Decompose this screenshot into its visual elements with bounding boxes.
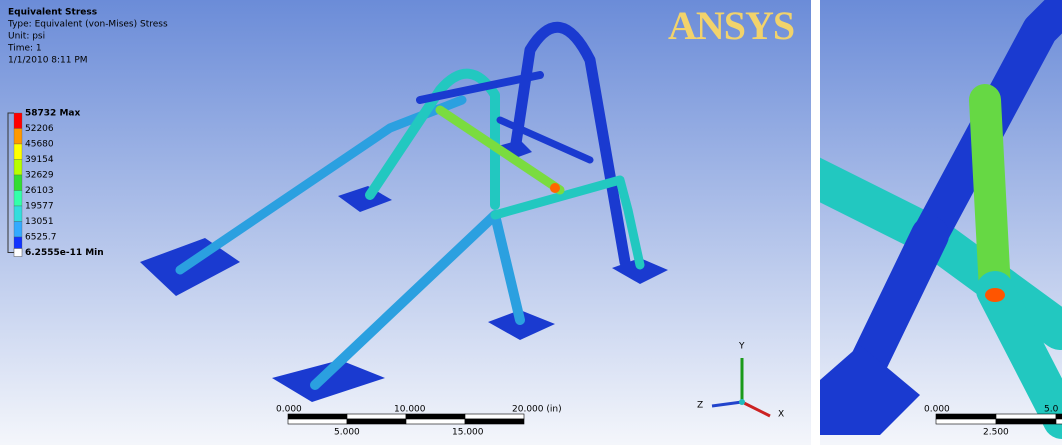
scale-segment: [996, 414, 1056, 419]
legend-label: 39154: [25, 155, 54, 165]
scale-segment: [936, 414, 996, 419]
scale-label: 15.000: [452, 428, 484, 438]
tube: [985, 100, 995, 290]
hotspot: [550, 183, 560, 193]
legend-swatch: [14, 129, 22, 145]
legend-swatch: [14, 249, 22, 257]
scale-label: 0.000: [276, 405, 302, 415]
triad-origin: [739, 399, 745, 405]
info-date: 1/1/2010 8:11 PM: [8, 56, 88, 66]
legend-swatch: [14, 222, 22, 238]
legend-label: 58732 Max: [25, 109, 80, 119]
scale-segment: [1056, 419, 1062, 424]
triad-label: Z: [697, 401, 703, 411]
viewport-background: [0, 0, 811, 445]
legend-swatch: [14, 144, 22, 160]
legend-label: 6.2555e-11 Min: [25, 248, 104, 258]
hotspot: [985, 288, 1005, 302]
scale-label: 10.000: [394, 405, 426, 415]
legend-swatch: [14, 191, 22, 207]
scale-label: 0.000: [924, 405, 950, 415]
scale-segment: [406, 414, 465, 419]
legend-swatch: [14, 175, 22, 191]
scale-label: 5.0: [1044, 405, 1059, 415]
scale-label: 2.500: [983, 428, 1009, 438]
scale-segment: [288, 419, 347, 424]
right-viewport: 0.000 5.0 2.500: [800, 0, 1062, 445]
scale-segment: [288, 414, 347, 419]
scale-segment: [1056, 414, 1062, 419]
legend-swatch: [14, 160, 22, 176]
info-unit: Unit: psi: [8, 32, 45, 42]
info-time: Time: 1: [7, 44, 42, 54]
legend-label: 32629: [25, 171, 54, 181]
scale-segment: [936, 419, 996, 424]
scale-segment: [347, 414, 406, 419]
scale-segment: [996, 419, 1056, 424]
scale-segment: [406, 419, 465, 424]
legend-label: 13051: [25, 217, 54, 227]
legend-label: 6525.7: [25, 233, 57, 243]
scale-label: 20.000 (in): [512, 405, 562, 415]
scale-segment: [465, 414, 524, 419]
scale-label: 5.000: [334, 428, 360, 438]
legend-swatch: [14, 113, 22, 129]
info-type: Type: Equivalent (von-Mises) Stress: [7, 20, 168, 30]
legend-swatch: [14, 206, 22, 222]
scale-segment: [465, 419, 524, 424]
triad-label: Y: [738, 342, 745, 352]
legend-label: 52206: [25, 124, 54, 134]
screen: Equivalent Stress Type: Equivalent (von-…: [0, 0, 1062, 445]
left-viewport: Equivalent Stress Type: Equivalent (von-…: [0, 0, 811, 445]
info-title: Equivalent Stress: [8, 8, 97, 18]
legend-label: 26103: [25, 186, 54, 196]
scale-segment: [347, 419, 406, 424]
logo: ANSYS: [668, 3, 794, 48]
triad-label: X: [778, 410, 784, 420]
legend-label: 19577: [25, 202, 54, 212]
legend-label: 45680: [25, 140, 54, 150]
